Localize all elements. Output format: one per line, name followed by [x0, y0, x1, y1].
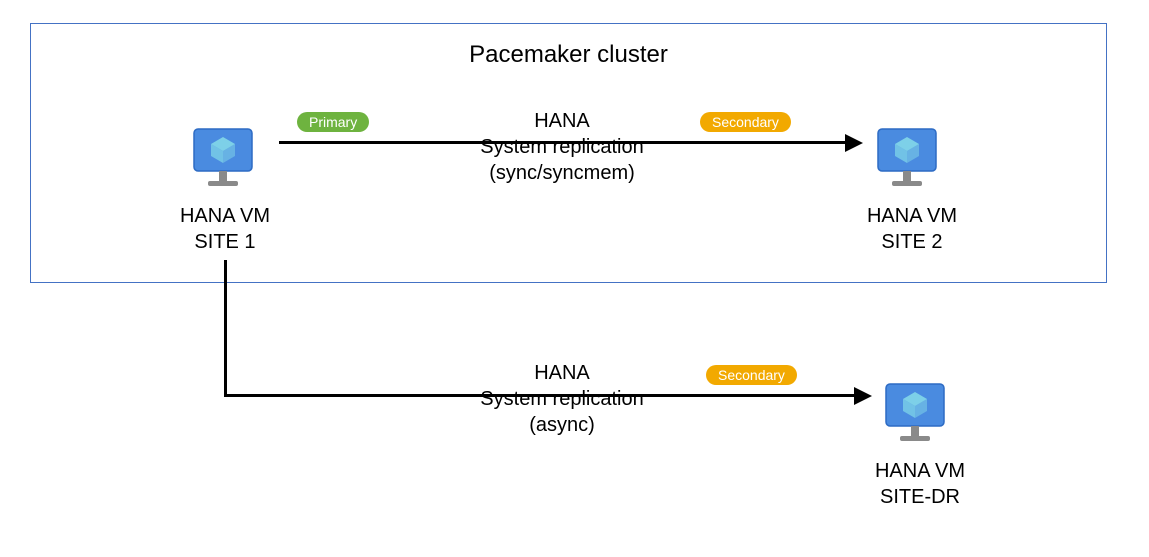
arrow-head-icon [845, 134, 863, 152]
label-text: SITE 1 [194, 231, 255, 253]
label-text: SITE-DR [880, 486, 960, 508]
label-text: HANA [534, 362, 590, 384]
replication-label-sync: HANA System replication (sync/syncmem) [452, 108, 672, 186]
label-text: HANA VM [875, 460, 965, 482]
cluster-title: Pacemaker cluster [449, 41, 689, 69]
label-text: (sync/syncmem) [489, 162, 635, 184]
hana-vm-site2-icon [872, 123, 942, 193]
secondary-badge: Secondary [700, 112, 791, 132]
replication-label-async: HANA System replication (async) [452, 360, 672, 438]
hana-vm-site1-icon [188, 123, 258, 193]
label-text: System replication [480, 388, 643, 410]
secondary-badge-dr: Secondary [706, 365, 797, 385]
hana-vm-sitedr-icon [880, 378, 950, 448]
hana-vm-site1-label: HANA VM SITE 1 [175, 203, 275, 255]
hana-vm-sitedr-label: HANA VM SITE-DR [870, 458, 970, 510]
label-text: HANA [534, 110, 590, 132]
label-text: HANA VM [180, 205, 270, 227]
label-text: HANA VM [867, 205, 957, 227]
label-text: System replication [480, 136, 643, 158]
label-text: SITE 2 [881, 231, 942, 253]
replication-arrow-async-v [224, 260, 227, 397]
hana-vm-site2-label: HANA VM SITE 2 [862, 203, 962, 255]
arrow-head-icon [854, 387, 872, 405]
primary-badge: Primary [297, 112, 369, 132]
label-text: (async) [529, 414, 595, 436]
